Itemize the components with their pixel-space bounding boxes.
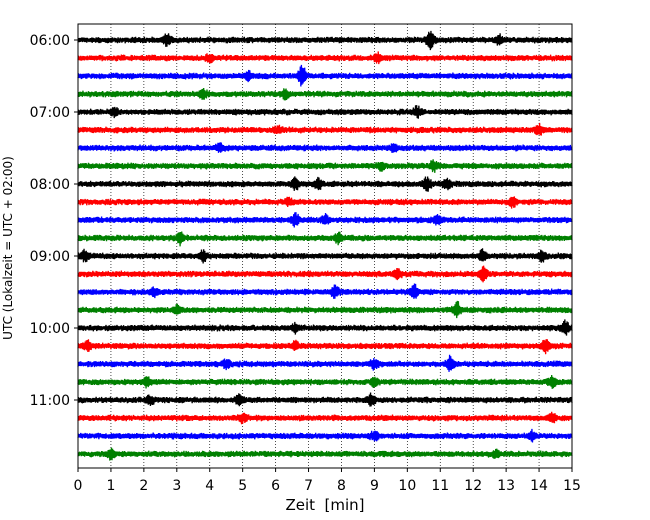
trace-line [77,142,573,153]
trace-line [77,339,573,355]
trace-line [77,411,573,425]
seismic-traces [77,30,573,461]
trace-line [77,196,573,209]
trace-line [77,300,573,319]
x-tick-label: 9 [370,478,379,494]
trace-line [77,51,573,65]
y-tick-label: 06:00 [30,33,70,49]
trace-line [77,283,573,299]
trace-line [77,122,573,136]
trace-line [77,447,573,461]
trace-line [77,392,573,407]
x-tick-label: 4 [205,478,214,494]
trace-line [77,64,573,87]
x-tick-label: 8 [337,478,346,494]
x-tick-label: 7 [304,478,313,494]
x-tick-label: 0 [74,478,83,494]
x-tick-label: 12 [464,478,482,494]
x-tick-label: 14 [530,478,548,494]
y-tick-label: 10:00 [30,321,70,337]
y-axis-label: UTC (Lokalzeit = UTC + 02:00) [1,156,15,340]
x-tick-label: 13 [497,478,515,494]
x-axis-label: Zeit [min] [285,496,364,514]
trace-line [77,231,573,247]
trace-line [77,176,573,192]
trace-line [77,159,573,173]
trace-line [77,88,573,101]
x-tick-label: 5 [238,478,247,494]
x-tick-label: 15 [563,478,581,494]
y-axis: 06:00 07:00 08:00 09:00 10:00 11:00 [30,33,78,409]
grid-lines [110,24,540,468]
trace-line [77,105,573,119]
y-tick-label: 09:00 [30,249,70,265]
trace-line [77,375,573,389]
trace-line [77,265,573,283]
plot-frame [77,23,573,469]
x-tick-label: 1 [106,478,115,494]
trace-line [77,30,573,51]
trace-line [77,319,573,336]
y-tick-label: 07:00 [30,105,70,121]
x-tick-label: 6 [271,478,280,494]
x-tick-label: 3 [172,478,181,494]
x-tick-label: 10 [398,478,416,494]
trace-line [77,248,573,264]
x-axis: 0 1 2 3 4 5 6 7 8 9 10 11 12 13 14 15 [74,468,581,494]
x-tick-label: 11 [431,478,449,494]
y-tick-label: 08:00 [30,177,70,193]
trace-line [77,354,573,372]
trace-line [77,428,573,443]
y-tick-label: 11:00 [30,393,70,409]
trace-line [77,212,573,228]
x-tick-label: 2 [139,478,148,494]
